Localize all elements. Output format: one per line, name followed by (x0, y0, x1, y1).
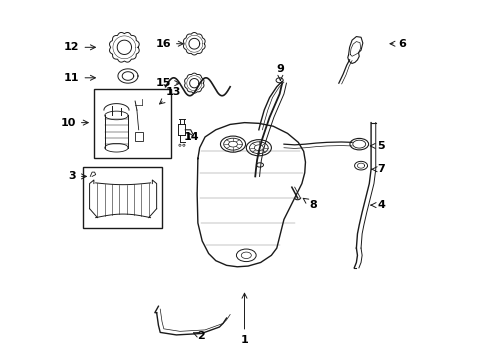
Text: 14: 14 (183, 132, 199, 142)
Bar (135, 132, 142, 140)
Text: 2: 2 (193, 331, 204, 341)
Text: 9: 9 (276, 64, 284, 80)
Text: 1: 1 (240, 293, 248, 345)
Text: 8: 8 (303, 198, 316, 210)
Text: 13: 13 (159, 87, 181, 104)
Text: 7: 7 (371, 164, 384, 174)
Bar (94, 89, 171, 158)
Text: 11: 11 (64, 73, 95, 83)
Text: 15: 15 (155, 78, 179, 88)
Text: 10: 10 (61, 118, 88, 128)
Text: 5: 5 (369, 141, 384, 151)
Text: 16: 16 (155, 39, 183, 49)
Text: 12: 12 (64, 42, 95, 52)
Text: 6: 6 (389, 39, 406, 49)
Text: 4: 4 (370, 200, 384, 210)
Bar (83, 167, 162, 228)
Text: 3: 3 (68, 171, 86, 181)
